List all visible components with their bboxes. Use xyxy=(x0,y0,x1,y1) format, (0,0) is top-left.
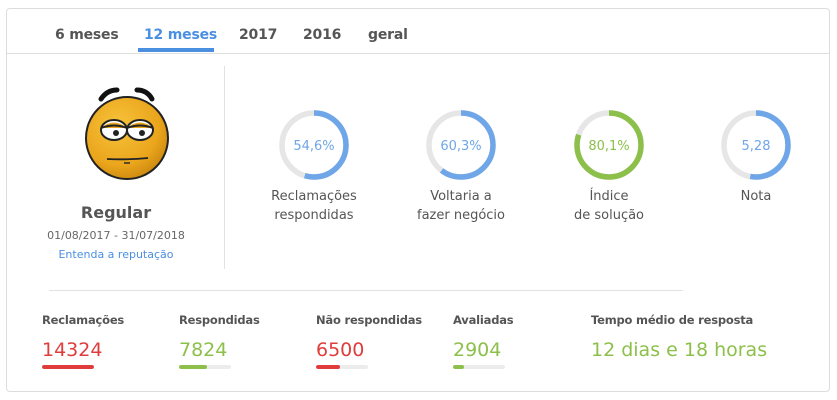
understand-reputation-link[interactable]: Entenda a reputação xyxy=(58,248,174,261)
stat-value: 14324 xyxy=(42,339,103,361)
metric-reclamacoes-respondidas: 54,6% Reclamações respondidas xyxy=(239,109,389,225)
stat-progress-bar xyxy=(179,365,231,369)
stat-value: 6500 xyxy=(316,339,365,361)
tab-2017[interactable]: 2017 xyxy=(239,27,278,43)
progress-ring: 60,3% xyxy=(426,110,496,180)
progress-ring: 54,6% xyxy=(279,110,349,180)
horizontal-divider xyxy=(49,290,683,291)
metric-nota: 5,28 Nota xyxy=(681,109,831,206)
svg-text:60,3%: 60,3% xyxy=(440,139,481,154)
metric-label-line1: Índice xyxy=(589,189,629,204)
metric-label-line1: Nota xyxy=(740,189,772,204)
stat-tempo-medio-de-resposta: Tempo médio de resposta 12 dias e 18 hor… xyxy=(591,313,767,361)
tab-12-meses[interactable]: 12 meses xyxy=(144,27,218,43)
progress-ring: 80,1% xyxy=(574,110,644,180)
stat-progress-bar xyxy=(316,365,368,369)
tab-6-meses[interactable]: 6 meses xyxy=(55,27,119,43)
stat-title: Reclamações xyxy=(42,313,125,327)
tab-2016[interactable]: 2016 xyxy=(303,27,342,43)
reputation-card: 6 meses 12 meses 2017 2016 geral xyxy=(6,8,830,392)
svg-text:54,6%: 54,6% xyxy=(293,139,334,154)
stat-title: Tempo médio de resposta xyxy=(591,313,754,327)
svg-text:5,28: 5,28 xyxy=(742,139,771,154)
metric-label-line2: respondidas xyxy=(274,208,354,223)
stat-progress-bar xyxy=(453,365,505,369)
stat-value: 12 dias e 18 horas xyxy=(591,339,768,361)
metric-label-line2: de solução xyxy=(573,208,645,223)
reputation-status: Regular xyxy=(80,203,152,222)
stat-progress-bar xyxy=(42,365,94,369)
metric-label-line2: fazer negócio xyxy=(417,208,505,223)
stat-title: Respondidas xyxy=(179,313,260,327)
tab-geral[interactable]: geral xyxy=(368,27,408,43)
stat-value: 7824 xyxy=(179,339,228,361)
neutral-bored-face-icon xyxy=(79,79,175,183)
progress-ring: 5,28 xyxy=(721,110,791,180)
metric-voltaria-a-fazer-negocio: 60,3% Voltaria a fazer negócio xyxy=(386,109,536,225)
svg-text:80,1%: 80,1% xyxy=(588,139,629,154)
stat-title: Avaliadas xyxy=(453,313,514,327)
metric-label-line1: Reclamações xyxy=(271,189,357,204)
period-tabs: 6 meses 12 meses 2017 2016 geral xyxy=(7,9,829,54)
stat-title: Não respondidas xyxy=(316,313,422,327)
metric-label-line1: Voltaria a xyxy=(430,189,492,204)
stat-reclamacoes: Reclamações 14324 xyxy=(42,313,124,369)
stat-value: 2904 xyxy=(453,339,502,361)
vertical-divider xyxy=(224,66,225,269)
reputation-period: 01/08/2017 - 31/07/2018 xyxy=(47,229,185,242)
active-tab-indicator xyxy=(138,48,214,52)
stat-respondidas: Respondidas 7824 xyxy=(179,313,260,369)
stat-avaliadas: Avaliadas 2904 xyxy=(453,313,514,369)
stat-nao-respondidas: Não respondidas 6500 xyxy=(316,313,422,369)
metric-indice-de-solucao: 80,1% Índice de solução xyxy=(534,109,684,225)
